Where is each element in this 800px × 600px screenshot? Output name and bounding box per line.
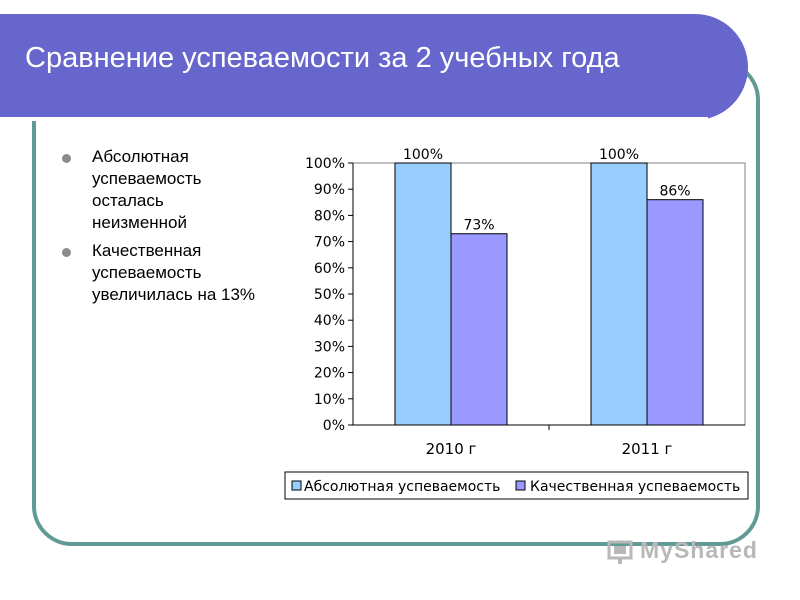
data-label: 100% [403,147,443,163]
y-tick-label: 20% [314,366,345,382]
logo-text: MyShared [640,537,758,563]
slide-title: Сравнение успеваемости за 2 учебных года [25,42,620,74]
bar [590,162,648,426]
legend-swatch [515,480,526,491]
y-tick-label: 50% [314,287,345,303]
bullet-dot-icon [62,248,71,257]
bar [646,199,704,426]
legend-label: Качественная успеваемость [530,479,740,495]
legend-label: Абсолютная успеваемость [304,479,500,495]
x-tick-label: 2010 г [426,440,477,458]
bullet-list: Абсолютная успеваемость осталась неизмен… [62,146,262,312]
title-rule [0,117,708,121]
bullet-item: Абсолютная успеваемость осталась неизмен… [62,146,262,234]
y-tick-label: 30% [314,339,345,355]
y-tick-label: 70% [314,235,345,251]
y-tick-label: 40% [314,313,345,329]
x-tick-label: 2011 г [622,440,673,458]
y-tick-label: 10% [314,392,345,408]
title-bar [0,14,748,121]
y-tick-label: 60% [314,261,345,277]
bar [394,162,452,426]
bar [450,233,508,426]
bullet-dot-icon [62,154,71,163]
data-label: 100% [599,147,639,163]
bullet-item: Качественная успеваемость увеличилась на… [62,240,262,306]
bullet-text: Абсолютная успеваемость осталась неизмен… [92,147,202,232]
legend-swatch [291,480,302,491]
y-tick-label: 80% [314,208,345,224]
y-tick-label: 0% [323,418,345,434]
data-label: 86% [659,184,690,200]
bullet-text: Качественная успеваемость увеличилась на… [92,241,256,304]
y-tick-label: 90% [314,182,345,198]
data-label: 73% [463,218,494,234]
y-tick-label: 100% [305,156,345,172]
logo-icon [607,540,633,564]
